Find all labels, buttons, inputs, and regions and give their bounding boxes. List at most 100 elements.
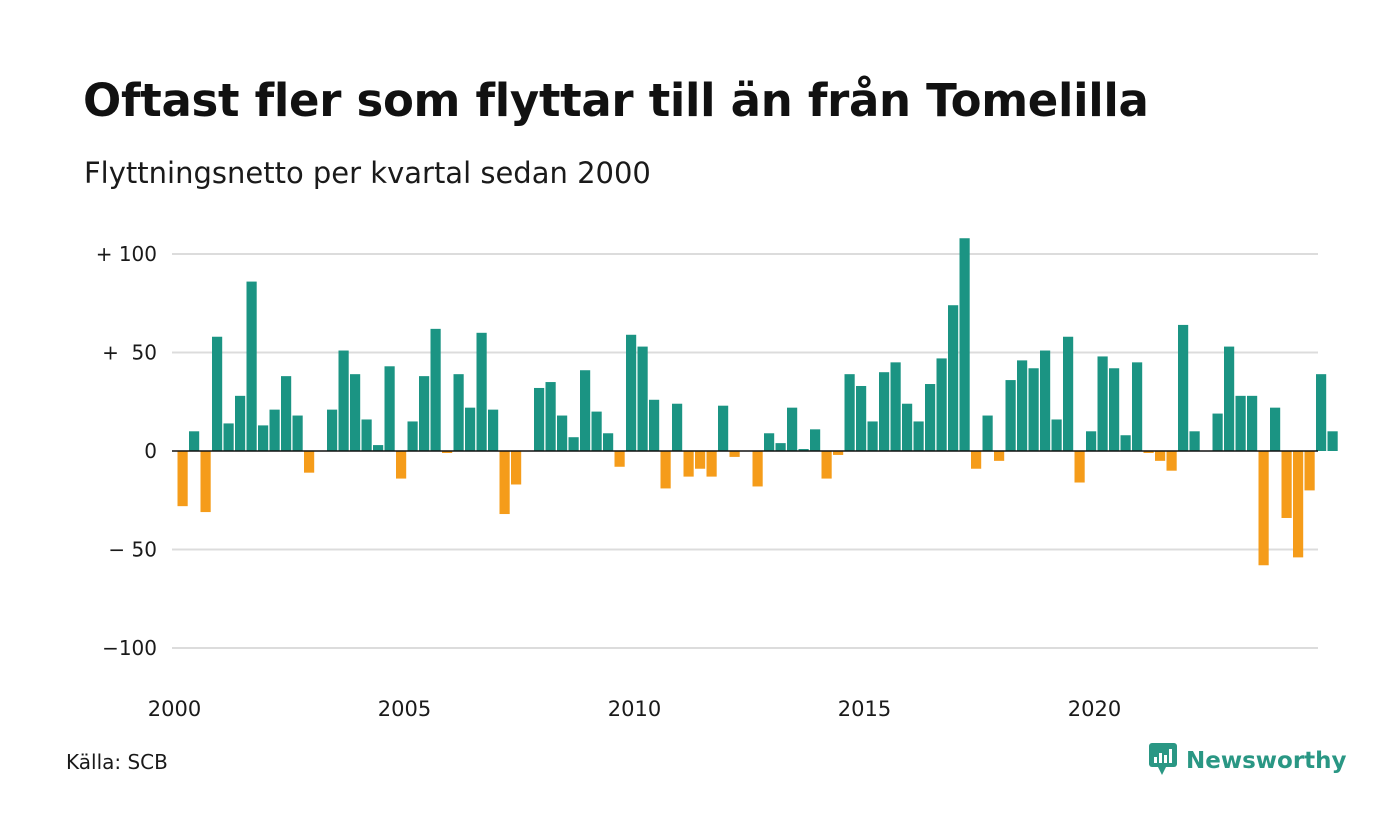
bar: 2001 Q4: 13 [258, 425, 269, 451]
bar: 2014 Q1: -14 [821, 451, 832, 479]
bar: 2017 Q2: -9 [971, 451, 982, 469]
bar: 2009 Q1: 20 [591, 411, 602, 451]
bar: 2011 Q2: -9 [695, 451, 706, 469]
bar: 2020 Q3: 8 [1120, 435, 1131, 451]
bar: 2005 Q3: 62 [430, 328, 441, 451]
bar: 2001 Q2: 28 [235, 395, 246, 451]
brand-name: Newsworthy [1186, 748, 1347, 774]
bar: 2016 Q4: 74 [948, 305, 959, 451]
bar: 2008 Q1: 35 [545, 382, 556, 451]
bar: 2005 Q2: 38 [419, 376, 430, 451]
bar: 2012 Q3: -18 [752, 451, 763, 487]
bar: 2006 Q2: 22 [465, 407, 476, 451]
source-note: Källa: SCB [66, 750, 168, 774]
bar: 2004 Q3: 43 [384, 366, 395, 451]
bar: 2015 Q3: 45 [890, 362, 901, 451]
bar: 2002 Q1: 21 [269, 409, 280, 451]
bar: 2008 Q3: 7 [568, 437, 579, 451]
bar-chart: 2000 Q1: -282000 Q2: 102000 Q3: -312000 … [96, 238, 1338, 721]
bar: 2012 Q1: -3 [729, 451, 740, 457]
bar: 2013 Q2: 22 [787, 407, 798, 451]
x-tick-label: 2000 [148, 697, 201, 721]
bar: 2022 Q1: 10 [1189, 431, 1200, 451]
bar: 2018 Q3: 42 [1028, 368, 1039, 451]
bar: 2023 Q4: 22 [1270, 407, 1281, 451]
bar: 2014 Q4: 33 [856, 385, 867, 451]
bar: 2007 Q4: 32 [534, 387, 545, 451]
bar: 2024 Q4: 39 [1316, 374, 1327, 451]
bar: 2016 Q3: 47 [936, 358, 947, 451]
bar: 2010 Q3: -19 [660, 451, 671, 489]
bar: 2015 Q1: 15 [867, 421, 878, 451]
bar: 2020 Q1: 48 [1097, 356, 1108, 451]
bar: 2018 Q1: 36 [1005, 380, 1016, 451]
bar: 2023 Q3: -58 [1258, 451, 1269, 566]
bar: 2002 Q3: 18 [292, 415, 303, 451]
bar: 2017 Q4: -5 [994, 451, 1005, 461]
x-tick-label: 2005 [378, 697, 431, 721]
bar: 2016 Q1: 15 [913, 421, 924, 451]
bar: 2003 Q3: 51 [338, 350, 349, 451]
y-tick-label: −100 [102, 636, 157, 660]
x-tick-label: 2015 [838, 697, 891, 721]
grid-lines [172, 253, 1318, 649]
bar: 2000 Q4: 58 [212, 336, 223, 451]
bar: 2009 Q4: 59 [626, 334, 637, 451]
bar: 2000 Q1: -28 [177, 451, 188, 507]
bar: 2009 Q2: 9 [603, 433, 614, 451]
bar: 2022 Q4: 53 [1224, 346, 1235, 451]
bar: 2000 Q2: 10 [189, 431, 200, 451]
x-axis-ticks: 2000 2005 2010 2015 2020 [148, 697, 1121, 721]
bar: 2017 Q3: 18 [982, 415, 993, 451]
bar: 2005 Q4: -1 [442, 451, 453, 453]
y-tick-label: + 100 [96, 242, 157, 266]
bar: 2001 Q3: 86 [246, 281, 257, 451]
bar: 2015 Q2: 40 [879, 372, 890, 451]
bar: 2008 Q2: 18 [557, 415, 568, 451]
bar: 2021 Q1: -1 [1143, 451, 1154, 453]
bar: 2023 Q2: 28 [1247, 395, 1258, 451]
bar: 2024 Q2: -54 [1293, 451, 1304, 558]
bar: 2019 Q1: 16 [1051, 419, 1062, 451]
bar: 2003 Q4: 39 [350, 374, 361, 451]
bar: 2011 Q1: -13 [683, 451, 694, 477]
bar: 2025 Q1: 10 [1327, 431, 1338, 451]
bar: 2019 Q2: 58 [1063, 336, 1074, 451]
x-tick-label: 2020 [1068, 697, 1121, 721]
newsworthy-logo[interactable]: Newsworthy [1148, 742, 1347, 780]
bar: 2011 Q4: 23 [718, 405, 729, 451]
bar: 2020 Q4: 45 [1132, 362, 1143, 451]
y-tick-label: + 50 [102, 341, 157, 365]
bar: 2013 Q1: 4 [775, 443, 786, 451]
x-tick-label: 2010 [608, 697, 661, 721]
bar: 2013 Q3: 1 [798, 449, 809, 451]
chart-title: Oftast fler som flyttar till än från Tom… [83, 74, 1149, 127]
bar: 2019 Q3: -16 [1074, 451, 1085, 483]
bar-chart-speech-bubble-icon [1148, 742, 1178, 780]
bar: 2019 Q4: 10 [1086, 431, 1097, 451]
bar: 2010 Q1: 53 [637, 346, 648, 451]
bar: 2023 Q1: 28 [1235, 395, 1246, 451]
bar: 2006 Q3: 60 [476, 332, 487, 451]
bar: 2024 Q3: -20 [1304, 451, 1315, 491]
bar: 2004 Q2: 3 [373, 445, 384, 451]
bar: 2003 Q2: 21 [327, 409, 338, 451]
bar: 2012 Q4: 9 [764, 433, 775, 451]
bar: 2000 Q3: -31 [200, 451, 211, 513]
bar: 2010 Q4: 24 [672, 403, 683, 451]
bar: 2004 Q1: 16 [361, 419, 372, 451]
bar: 2017 Q1: 108 [959, 238, 970, 451]
bar: 2007 Q2: -17 [511, 451, 522, 485]
y-axis-ticks: + 100 + 50 0 − 50 −100 [96, 242, 157, 660]
y-tick-label: − 50 [108, 538, 157, 562]
bar: 2006 Q1: 39 [453, 374, 464, 451]
bar: 2014 Q3: 39 [844, 374, 855, 451]
bar: 2014 Q2: -2 [833, 451, 844, 455]
bar: 2021 Q2: -5 [1155, 451, 1166, 461]
bar: 2024 Q1: -34 [1281, 451, 1292, 518]
bar: 2002 Q2: 38 [281, 376, 292, 451]
bar: 2016 Q2: 34 [925, 384, 936, 451]
bar: 2018 Q4: 51 [1040, 350, 1051, 451]
bar: 2011 Q3: -13 [706, 451, 717, 477]
bar: 2009 Q3: -8 [614, 451, 625, 467]
